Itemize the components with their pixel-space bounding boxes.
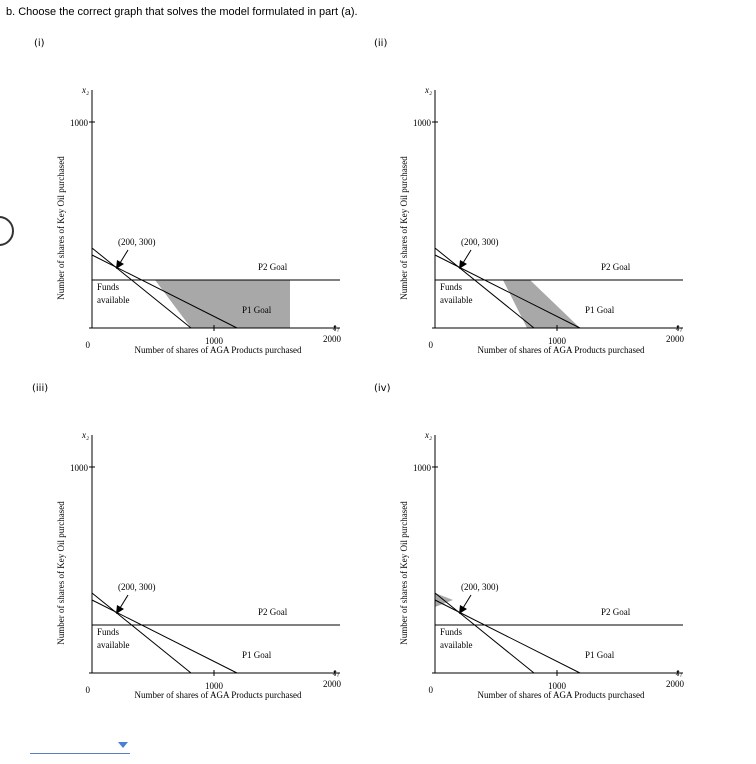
point-label: (200, 300) xyxy=(461,237,499,247)
x-tick-label-2000: 2000 xyxy=(666,679,685,689)
funds-label-line1: Funds xyxy=(97,282,120,292)
question-text: b. Choose the correct graph that solves … xyxy=(6,6,358,18)
x-tick-label-1000: 1000 xyxy=(205,681,224,691)
p2-goal-label: P2 Goal xyxy=(258,607,288,617)
funds-available-line xyxy=(91,592,192,674)
y-axis-label: Number of shares of Key Oil purchased xyxy=(56,501,66,645)
origin-label: 0 xyxy=(86,685,91,695)
answer-dropdown[interactable] xyxy=(30,737,130,754)
x-tick-label-2000: 2000 xyxy=(666,334,685,344)
point-arrow-icon xyxy=(116,260,124,269)
point-arrow-icon xyxy=(459,260,467,269)
x-axis-label: Number of shares of AGA Products purchas… xyxy=(135,345,302,355)
y-tick-label: 1000 xyxy=(70,118,89,128)
x-tick-label-2000: 2000 xyxy=(323,334,342,344)
p1-goal-line xyxy=(91,599,238,674)
point-arrow-shaft xyxy=(119,249,129,264)
x-tick-label-1000: 1000 xyxy=(548,336,567,346)
p1-goal-line xyxy=(434,254,581,329)
point-label: (200, 300) xyxy=(461,582,499,592)
origin-label: 0 xyxy=(429,340,434,350)
origin-label: 0 xyxy=(86,340,91,350)
y-axis-label: Number of shares of Key Oil purchased xyxy=(56,156,66,300)
graph-i: x₂ 1000 0 1000 2000 x₁ Number of shares of AGA… xyxy=(56,85,342,355)
panel-label-i: (i) xyxy=(34,38,45,49)
y-variable-label: x₂ xyxy=(424,85,432,95)
radio-button[interactable] xyxy=(0,216,14,246)
p1-goal-label: P1 Goal xyxy=(585,305,615,315)
y-variable-label: x₂ xyxy=(81,85,89,95)
feasible-region xyxy=(155,280,290,328)
origin-label: 0 xyxy=(429,685,434,695)
graph-iii: x₂ 1000 0 1000 2000 x₁ Number of shares of AGA… xyxy=(56,430,342,700)
p1-goal-label: P1 Goal xyxy=(242,650,272,660)
x-variable-label: x₁ xyxy=(675,323,683,332)
point-arrow-shaft xyxy=(462,594,472,609)
y-tick-label: 1000 xyxy=(413,118,432,128)
panel-label-ii: (ii) xyxy=(374,38,388,49)
p2-goal-label: P2 Goal xyxy=(601,607,631,617)
x-axis-label: Number of shares of AGA Products purchas… xyxy=(478,345,645,355)
y-axis-label: Number of shares of Key Oil purchased xyxy=(399,501,409,645)
p2-goal-label: P2 Goal xyxy=(601,262,631,272)
point-label: (200, 300) xyxy=(118,582,156,592)
point-arrow-shaft xyxy=(462,249,472,264)
x-variable-label: x₁ xyxy=(332,323,340,332)
p2-goal-label: P2 Goal xyxy=(258,262,288,272)
funds-available-line xyxy=(91,247,192,329)
point-arrow-icon xyxy=(116,605,124,614)
x-axis-label: Number of shares of AGA Products purchas… xyxy=(478,690,645,700)
y-variable-label: x₂ xyxy=(424,430,432,440)
funds-available-line xyxy=(434,592,535,674)
funds-label-line2: available xyxy=(440,640,472,650)
point-arrow-icon xyxy=(459,605,467,614)
panel-label-iv: (iv) xyxy=(374,383,391,394)
feasible-region xyxy=(503,280,580,328)
y-tick-label: 1000 xyxy=(70,463,89,473)
panel-label-iii: (iii) xyxy=(32,383,49,394)
point-arrow-shaft xyxy=(119,594,129,609)
funds-label-line1: Funds xyxy=(97,627,120,637)
p1-goal-label: P1 Goal xyxy=(585,650,615,660)
funds-label-line1: Funds xyxy=(440,627,463,637)
funds-label-line1: Funds xyxy=(440,282,463,292)
x-tick-label-2000: 2000 xyxy=(323,679,342,689)
funds-label-line2: available xyxy=(97,295,129,305)
y-tick-label: 1000 xyxy=(413,463,432,473)
point-label: (200, 300) xyxy=(118,237,156,247)
x-variable-label: x₁ xyxy=(332,668,340,677)
p1-goal-line xyxy=(434,599,581,674)
x-axis-label: Number of shares of AGA Products purchas… xyxy=(135,690,302,700)
x-variable-label: x₁ xyxy=(675,668,683,677)
y-axis-label: Number of shares of Key Oil purchased xyxy=(399,156,409,300)
funds-label-line2: available xyxy=(97,640,129,650)
graph-iv: x₂ 1000 0 1000 2000 x₁ Number of shares of AGA… xyxy=(399,430,685,700)
p1-goal-line xyxy=(91,254,238,329)
graph-ii: x₂ 1000 0 1000 2000 x₁ Number of shares of AGA… xyxy=(399,85,685,355)
y-variable-label: x₂ xyxy=(81,430,89,440)
x-tick-label-1000: 1000 xyxy=(205,336,224,346)
chevron-down-icon xyxy=(118,742,128,748)
funds-available-line xyxy=(434,247,535,329)
x-tick-label-1000: 1000 xyxy=(548,681,567,691)
funds-label-line2: available xyxy=(440,295,472,305)
p1-goal-label: P1 Goal xyxy=(242,305,272,315)
